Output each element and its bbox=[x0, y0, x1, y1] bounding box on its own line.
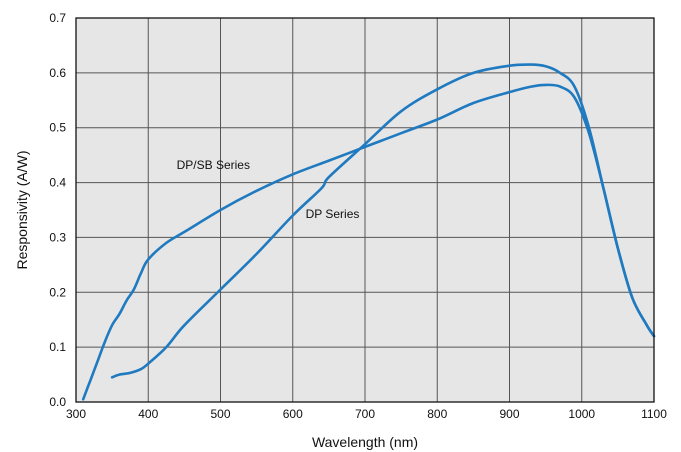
y-tick-label: 0.1 bbox=[49, 340, 66, 354]
y-tick-label: 0.5 bbox=[49, 121, 66, 135]
y-axis-label: Responsivity (A/W) bbox=[14, 150, 30, 269]
series-line-dp bbox=[110, 63, 656, 379]
y-tick-label: 0.3 bbox=[49, 230, 66, 244]
y-tick-label: 0.4 bbox=[49, 176, 66, 190]
y-tick-label: 0.6 bbox=[49, 66, 66, 80]
x-tick-label: 900 bbox=[499, 407, 519, 421]
y-axis-ticks: 0.0 0.1 0.2 0.3 0.4 0.5 0.6 0.7 bbox=[49, 11, 66, 409]
x-tick-label: 400 bbox=[138, 407, 158, 421]
x-axis-ticks: 300 400 500 600 700 800 900 1000 1100 bbox=[66, 407, 667, 421]
series-annotation: DP Series bbox=[306, 207, 360, 221]
x-tick-label: 1000 bbox=[568, 407, 595, 421]
x-tick-label: 300 bbox=[66, 407, 86, 421]
y-tick-label: 0.2 bbox=[49, 285, 66, 299]
series-annotation: DP/SB Series bbox=[177, 158, 250, 172]
series-line-dp-sb bbox=[81, 83, 656, 401]
x-tick-label: 700 bbox=[355, 407, 375, 421]
x-tick-label: 500 bbox=[210, 407, 230, 421]
y-tick-label: 0.0 bbox=[49, 395, 66, 409]
x-axis-label: Wavelength (nm) bbox=[312, 434, 418, 450]
x-tick-label: 600 bbox=[283, 407, 303, 421]
series-lines bbox=[81, 63, 656, 401]
x-tick-label: 800 bbox=[427, 407, 447, 421]
x-tick-label: 1100 bbox=[641, 407, 667, 421]
annotations: DP/SB Series DP Series bbox=[177, 158, 360, 221]
plot-frame bbox=[75, 17, 655, 403]
y-tick-label: 0.7 bbox=[49, 11, 66, 25]
